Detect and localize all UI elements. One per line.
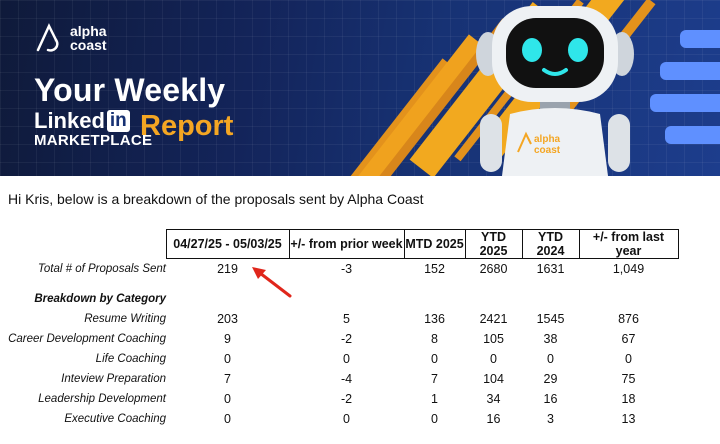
marketplace-label: MARKETPLACE xyxy=(34,132,153,149)
cell-value: 0 xyxy=(547,352,554,366)
cell-value: -3 xyxy=(340,262,353,276)
cell-value: 7 xyxy=(224,372,231,386)
header-prior-week: +/- from prior week xyxy=(288,229,405,259)
blue-bar xyxy=(680,30,720,48)
robot-logo-line-2: coast xyxy=(534,145,561,156)
row-label: Resume Writing xyxy=(84,313,166,325)
cell-value: 219 xyxy=(217,262,238,276)
cell-value: 2680 xyxy=(479,262,508,276)
cell-value: 1,049 xyxy=(612,262,645,276)
cell-value: 0 xyxy=(343,412,350,426)
cell-value: 7 xyxy=(431,372,438,386)
row-label: Leadership Development xyxy=(38,393,166,405)
cell-value: 105 xyxy=(483,332,504,346)
alpha-coast-logo: alpha coast xyxy=(34,20,107,56)
cell-value: -2 xyxy=(340,392,353,406)
cell-value: 18 xyxy=(621,392,636,406)
blue-bar xyxy=(665,126,720,144)
table-row: Inteview Preparation 7 -4 7 104 29 75 xyxy=(8,369,678,389)
table-row: Career Development Coaching 9 -2 8 105 3… xyxy=(8,329,678,349)
table-row: Leadership Development 0 -2 1 34 16 18 xyxy=(8,389,678,409)
row-label: Total # of Proposals Sent xyxy=(37,262,166,275)
table-row: Executive Coaching 0 0 0 16 3 13 xyxy=(8,409,678,429)
cell-value: 34 xyxy=(486,392,501,406)
cell-value: 8 xyxy=(431,332,438,346)
table-header-row: 04/27/25 - 05/03/25 +/- from prior week … xyxy=(8,229,679,259)
cell-value: 152 xyxy=(424,262,445,276)
cell-value: 0 xyxy=(431,412,438,426)
header-date-range: 04/27/25 - 05/03/25 xyxy=(165,229,290,259)
cell-value: 136 xyxy=(424,312,445,326)
linkedin-word: Linked xyxy=(34,108,105,133)
cell-value: 1631 xyxy=(536,262,565,276)
cell-value: 38 xyxy=(543,332,558,346)
cell-value: 0 xyxy=(224,392,231,406)
cell-value: 67 xyxy=(621,332,636,346)
red-arrow-icon xyxy=(252,267,292,298)
header-ytd-2024: YTD 2024 xyxy=(521,229,580,259)
cell-value: 29 xyxy=(543,372,558,386)
banner-title: Your Weekly xyxy=(34,72,226,108)
cell-value: 16 xyxy=(486,412,501,426)
cell-value: 1545 xyxy=(536,312,565,326)
header-mtd-2025: MTD 2025 xyxy=(403,229,466,259)
cell-value: 0 xyxy=(625,352,632,366)
proposals-table: 04/27/25 - 05/03/25 +/- from prior week … xyxy=(8,229,679,429)
cell-value: 0 xyxy=(224,412,231,426)
robot-icon: alpha coast xyxy=(476,6,634,176)
cell-value: 0 xyxy=(343,352,350,366)
cell-value: 9 xyxy=(224,332,231,346)
logo-line-1: alpha xyxy=(70,23,107,39)
robot-logo-line-1: alpha xyxy=(534,134,561,145)
cell-value: 2421 xyxy=(479,312,508,326)
cell-value: 0 xyxy=(490,352,497,366)
cell-value: 1 xyxy=(431,392,438,406)
alpha-coast-logo-icon xyxy=(36,23,59,52)
linkedin-logo: Linked in xyxy=(34,108,130,134)
logo-line-2: coast xyxy=(70,37,107,53)
cell-value: 16 xyxy=(543,392,558,406)
row-label: Life Coaching xyxy=(95,353,166,365)
cell-value: 876 xyxy=(618,312,639,326)
header-banner: alpha coast Your Weekly Linked in MARKET… xyxy=(0,0,720,176)
cell-value: 0 xyxy=(224,352,231,366)
blue-bar xyxy=(650,94,720,112)
banner-blue-bars xyxy=(600,30,720,176)
cell-value: 5 xyxy=(343,312,350,326)
table-header-blank xyxy=(8,230,166,259)
category-heading: Breakdown by Category xyxy=(34,293,166,305)
cell-value: -2 xyxy=(340,332,353,346)
cell-value: 75 xyxy=(621,372,636,386)
cell-value: 104 xyxy=(483,372,504,386)
table-row-total: Total # of Proposals Sent 219 -3 152 268… xyxy=(8,259,678,280)
table-row-category-heading: Breakdown by Category xyxy=(8,289,678,309)
linkedin-in-box: in xyxy=(106,110,130,132)
row-label: Inteview Preparation xyxy=(61,373,166,385)
row-label: Executive Coaching xyxy=(64,413,166,425)
header-ytd-2025: YTD 2025 xyxy=(464,229,523,259)
cell-value: 13 xyxy=(621,412,636,426)
row-label: Career Development Coaching xyxy=(8,333,166,345)
table-spacer xyxy=(8,279,678,289)
report-word: Report xyxy=(140,110,234,142)
intro-text: Hi Kris, below is a breakdown of the pro… xyxy=(8,191,424,207)
table-row: Resume Writing 203 5 136 2421 1545 876 xyxy=(8,309,678,329)
cell-value: -4 xyxy=(340,372,353,386)
header-last-year: +/- from last year xyxy=(578,229,679,259)
table-row: Life Coaching 0 0 0 0 0 0 xyxy=(8,349,678,369)
cell-value: 3 xyxy=(547,412,554,426)
cell-value: 0 xyxy=(431,352,438,366)
cell-value: 203 xyxy=(217,312,238,326)
blue-bar xyxy=(660,62,720,80)
